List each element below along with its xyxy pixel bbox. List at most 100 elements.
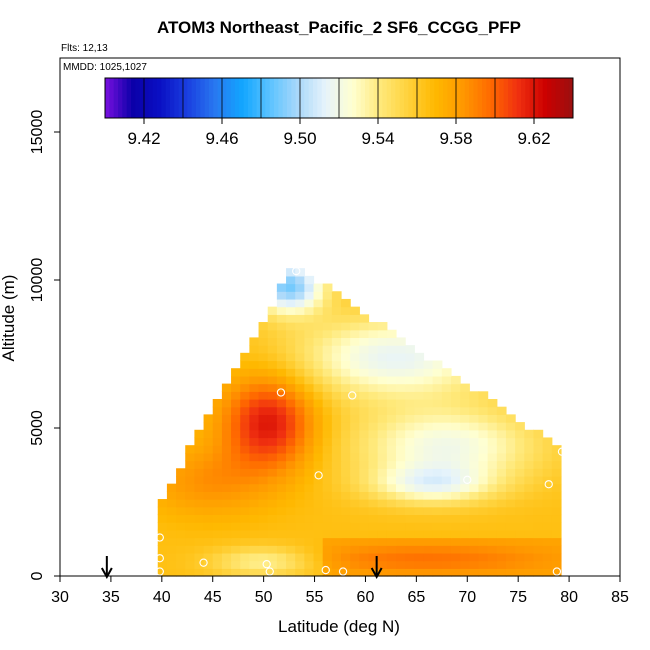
colorbar-swatch — [443, 78, 448, 118]
field-cell — [377, 345, 388, 354]
field-cell — [304, 522, 315, 531]
field-cell — [478, 406, 489, 415]
field-cell — [441, 545, 452, 554]
field-cell — [276, 283, 287, 292]
field-cell — [505, 414, 516, 423]
field-cell — [515, 452, 525, 462]
field-cell — [322, 429, 333, 439]
field-cell — [157, 560, 168, 569]
field-cell — [203, 414, 214, 423]
field-cell — [331, 568, 342, 577]
field-cell — [203, 522, 214, 531]
field-cell — [249, 545, 260, 554]
heatmap-field — [157, 268, 562, 577]
field-cell — [276, 568, 287, 577]
field-cell — [524, 437, 535, 446]
field-cell — [377, 522, 388, 531]
field-cell — [551, 483, 562, 492]
field-cell — [386, 337, 397, 346]
sample-point — [155, 567, 164, 576]
field-cell — [551, 452, 562, 462]
field-cell — [295, 329, 305, 339]
field-cell — [322, 398, 333, 408]
field-cell — [487, 475, 498, 485]
x-tick-label: 80 — [560, 589, 578, 606]
colorbar-swatch — [529, 78, 535, 118]
field-cell — [267, 375, 278, 385]
field-cell — [276, 483, 287, 492]
colorbar-swatch — [408, 78, 414, 118]
field-cell — [533, 568, 544, 577]
field-cell — [249, 552, 260, 562]
field-cell — [341, 552, 351, 562]
field-cell — [304, 306, 315, 315]
field-cell — [341, 414, 351, 423]
field-cell — [231, 483, 241, 492]
field-cell — [185, 499, 195, 508]
field-cell — [258, 552, 269, 562]
field-cell — [295, 468, 305, 477]
field-cell — [341, 499, 351, 508]
colorbar-swatch — [291, 78, 297, 118]
field-cell — [450, 545, 461, 554]
sample-point — [552, 567, 562, 576]
field-cell — [295, 522, 305, 531]
field-cell — [341, 475, 351, 485]
field-cell — [249, 383, 260, 392]
field-cell — [524, 460, 535, 469]
field-cell — [487, 545, 498, 554]
field-cell — [203, 568, 214, 577]
field-cell — [396, 491, 406, 500]
colorbar-swatch — [395, 78, 401, 118]
field-cell — [359, 514, 370, 523]
field-cell — [441, 475, 452, 485]
field-cell — [496, 422, 507, 431]
field-cell — [460, 452, 470, 462]
field-cell — [551, 514, 562, 523]
field-cell — [295, 552, 305, 562]
colorbar-swatch — [477, 78, 483, 118]
field-cell — [276, 529, 287, 539]
field-cell — [396, 445, 406, 454]
field-cell — [341, 437, 351, 446]
field-cell — [286, 429, 296, 439]
field-cell — [286, 314, 296, 323]
field-cell — [423, 368, 434, 377]
field-cell — [304, 398, 315, 408]
colorbar-swatch — [347, 78, 353, 118]
field-cell — [203, 422, 214, 431]
field-cell — [157, 537, 168, 546]
field-cell — [166, 560, 177, 569]
field-cell — [368, 391, 379, 400]
field-cell — [176, 537, 186, 546]
field-cell — [231, 368, 241, 377]
field-cell — [405, 468, 415, 477]
field-cell — [368, 406, 379, 415]
field-cell — [505, 422, 516, 431]
field-cell — [176, 529, 186, 539]
field-cell — [341, 429, 351, 439]
field-cell — [515, 537, 525, 546]
field-cell — [203, 537, 214, 546]
field-cell — [396, 483, 406, 492]
field-cell — [240, 452, 250, 462]
field-cell — [276, 475, 287, 485]
field-cell — [341, 391, 351, 400]
field-cell — [194, 491, 205, 500]
field-cell — [304, 452, 315, 462]
field-cell — [341, 445, 351, 454]
y-tick-label: 0 — [29, 571, 46, 580]
field-cell — [460, 529, 470, 539]
field-cell — [542, 552, 553, 562]
sample-point — [276, 388, 286, 397]
field-cell — [460, 537, 470, 546]
field-cell — [460, 506, 470, 516]
field-cell — [194, 522, 205, 531]
field-cell — [533, 491, 544, 500]
field-cell — [396, 414, 406, 423]
field-cell — [341, 529, 351, 539]
field-cell — [359, 391, 370, 400]
field-cell — [322, 506, 333, 516]
field-cell — [212, 506, 223, 516]
